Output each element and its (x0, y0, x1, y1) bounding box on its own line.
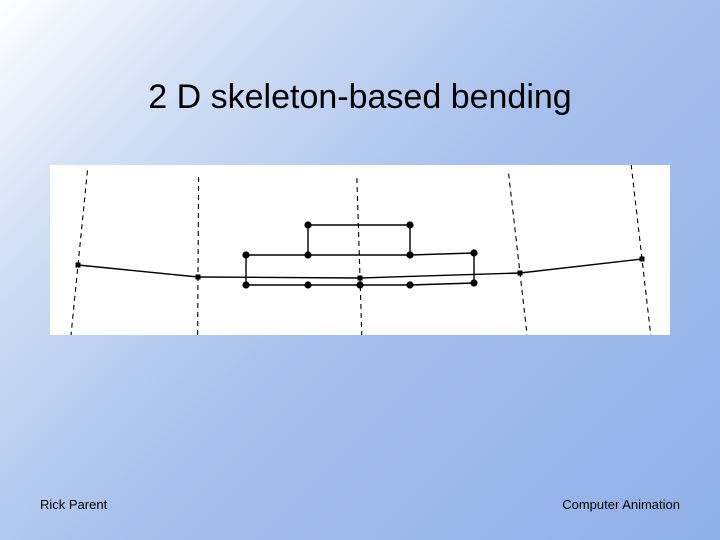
slide-title: 2 D skeleton-based bending (0, 78, 720, 117)
footer-course: Computer Animation (562, 497, 680, 512)
footer-author: Rick Parent (40, 497, 107, 512)
diagram-panel (50, 165, 670, 335)
skeleton-bending-diagram (50, 165, 670, 335)
